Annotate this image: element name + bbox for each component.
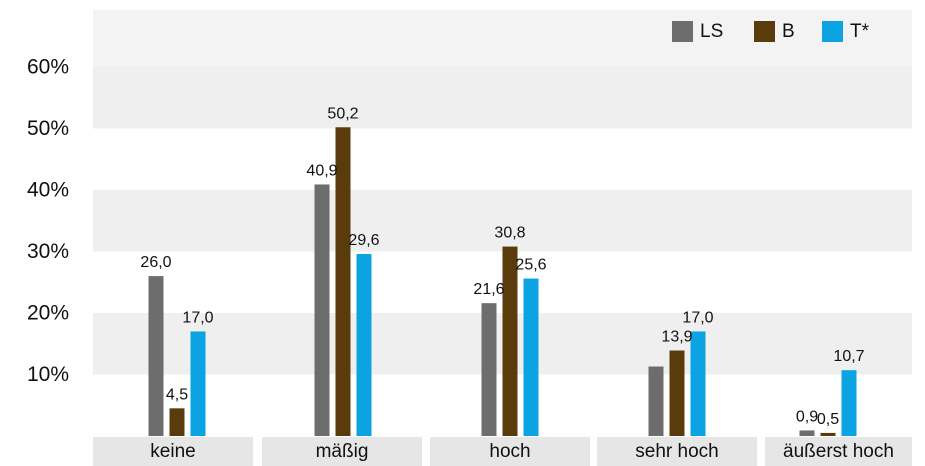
legend-label: B — [782, 21, 795, 42]
data-label: 17,0 — [182, 309, 213, 326]
bar-tstar-0 — [190, 331, 206, 436]
bar-b-3 — [669, 350, 685, 436]
x-category-label: äußerst hoch — [783, 441, 894, 462]
bar-ls-2 — [481, 303, 497, 436]
bar-tstar-2 — [523, 278, 539, 436]
x-category-box — [430, 437, 590, 466]
data-label: 4,5 — [166, 386, 188, 403]
y-tick-label: 30% — [27, 240, 69, 263]
data-label: 26,0 — [140, 254, 171, 271]
data-label: 0,5 — [817, 411, 839, 428]
bar-b-0 — [169, 408, 185, 436]
data-label: 21,6 — [473, 281, 504, 298]
bar-ls-0 — [148, 276, 164, 436]
data-label: 29,6 — [348, 232, 379, 249]
x-category-box — [93, 437, 253, 466]
legend-swatch — [822, 21, 843, 42]
y-tick-label: 60% — [27, 56, 69, 79]
bar-b-2 — [502, 246, 518, 436]
y-axis: 10% 20% 30% 40% 50% 60% — [27, 56, 69, 387]
bar-ls-4 — [799, 430, 815, 436]
data-label: 25,6 — [515, 257, 546, 274]
band-top — [93, 10, 912, 67]
x-category-box — [765, 437, 912, 466]
data-label: 17,0 — [682, 309, 713, 326]
band — [93, 128, 912, 190]
data-label: 40,9 — [306, 162, 337, 179]
data-label: 30,8 — [494, 225, 525, 242]
bar-b-1 — [335, 127, 351, 437]
band — [93, 190, 912, 252]
data-label: 50,2 — [327, 105, 358, 122]
legend-label: T* — [850, 21, 870, 42]
y-tick-label: 40% — [27, 179, 69, 202]
y-tick-label: 20% — [27, 302, 69, 325]
legend-label: LS — [700, 21, 723, 42]
bar-ls-3 — [648, 366, 664, 436]
x-category-label: hoch — [489, 441, 530, 462]
legend: LS B T* — [672, 21, 870, 42]
bar-b-4 — [820, 432, 836, 436]
data-label: 0,9 — [796, 408, 818, 425]
legend-swatch — [754, 21, 775, 42]
bar-ls-1 — [314, 184, 330, 436]
band — [93, 67, 912, 129]
bar-tstar-1 — [356, 253, 372, 436]
y-tick-label: 50% — [27, 117, 69, 140]
data-label: 10,7 — [833, 348, 864, 365]
x-category-box — [262, 437, 422, 466]
legend-swatch — [672, 21, 693, 42]
x-axis: keine mäßig hoch sehr hoch äußerst hoch — [93, 437, 912, 466]
bar-tstar-4 — [841, 370, 857, 436]
x-category-label: keine — [150, 441, 195, 462]
data-label: 13,9 — [661, 329, 692, 346]
x-category-box — [597, 437, 757, 466]
x-category-label: mäßig — [316, 441, 369, 462]
y-tick-label: 10% — [27, 363, 69, 386]
bars — [148, 127, 857, 437]
data-labels: 26,0 4,5 17,0 40,9 50,2 29,6 21,6 30,8 25,6 13,9 1… — [140, 105, 864, 428]
bar-tstar-3 — [690, 331, 706, 436]
x-category-label: sehr hoch — [635, 441, 718, 462]
